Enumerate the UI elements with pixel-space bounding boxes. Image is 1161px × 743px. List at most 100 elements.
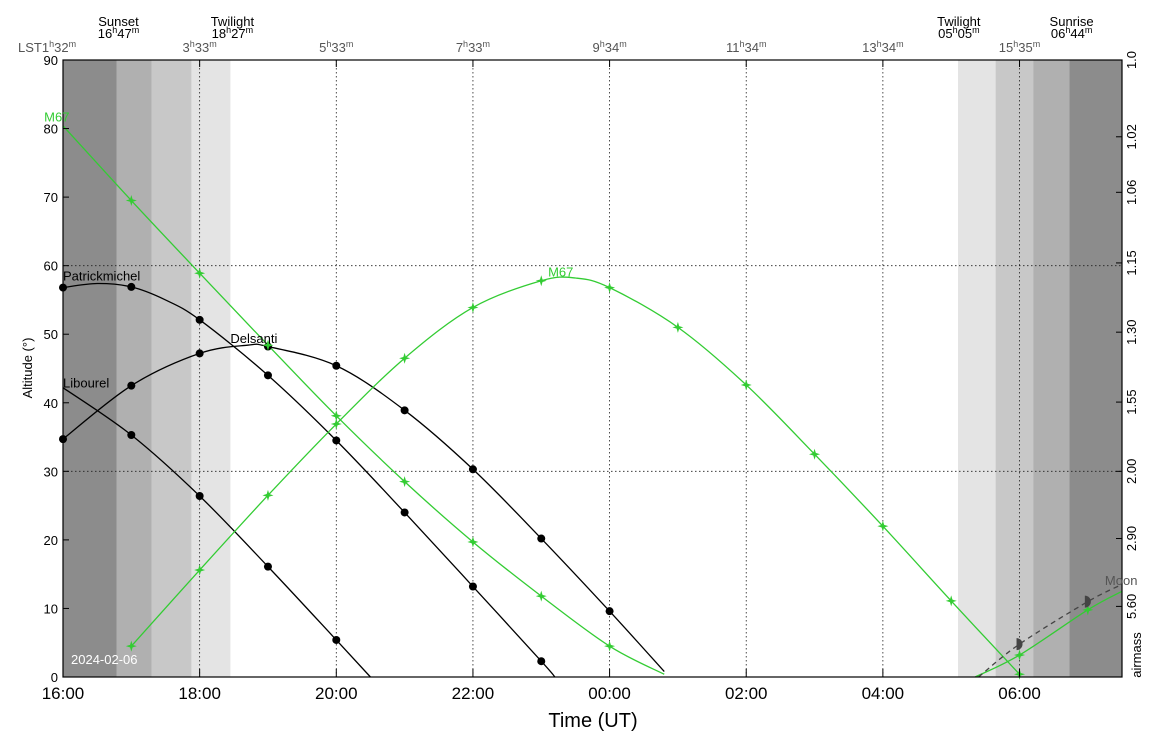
series-label: M67 bbox=[548, 265, 573, 280]
y-tick-label: 80 bbox=[44, 122, 58, 137]
data-point bbox=[194, 267, 206, 279]
data-point bbox=[537, 657, 546, 666]
airmass-tick-label: 2.90 bbox=[1124, 526, 1139, 551]
data-point bbox=[468, 582, 477, 591]
x-tick-label: 22:00 bbox=[452, 684, 495, 703]
data-point bbox=[330, 410, 342, 422]
airmass-tick-label: 2.00 bbox=[1124, 459, 1139, 484]
y-tick-label: 90 bbox=[44, 53, 58, 68]
x-tick-label: 18:00 bbox=[178, 684, 221, 703]
data-point bbox=[332, 635, 341, 644]
night-bands bbox=[63, 60, 1122, 677]
data-point bbox=[945, 595, 957, 607]
data-point bbox=[125, 640, 137, 652]
event-time: 06h44m bbox=[1051, 25, 1092, 41]
data-point bbox=[809, 448, 821, 460]
series-line bbox=[130, 276, 1020, 675]
data-point bbox=[877, 520, 889, 532]
night-band bbox=[151, 60, 192, 677]
x-axis-title: Time (UT) bbox=[548, 710, 637, 732]
data-point bbox=[740, 379, 752, 391]
series-line bbox=[974, 590, 1123, 678]
night-band bbox=[1069, 60, 1122, 677]
lst-prefix: LST bbox=[18, 40, 42, 55]
data-point bbox=[605, 607, 614, 616]
airmass-tick-label: 1.06 bbox=[1124, 180, 1139, 205]
data-point bbox=[195, 315, 204, 324]
y-axis-title: Altitude (°) bbox=[20, 338, 35, 399]
night-band bbox=[191, 60, 231, 677]
lst-tick-label: 7h33m bbox=[456, 39, 490, 55]
event-name: Sunset bbox=[98, 14, 139, 29]
plot-border bbox=[62, 59, 1123, 678]
event-time: 16h47m bbox=[98, 25, 139, 41]
lst-tick-label: 13h34m bbox=[862, 39, 903, 55]
data-point bbox=[332, 436, 341, 445]
y-tick-label: 40 bbox=[44, 396, 58, 411]
series-labels: Patrickmichel Delsanti Libourel M67 M67 Moon bbox=[44, 110, 1137, 588]
moon-point bbox=[1016, 638, 1023, 651]
event-time: 18h27m bbox=[212, 25, 253, 41]
x-tick-label: 04:00 bbox=[862, 684, 905, 703]
data-point bbox=[263, 562, 272, 571]
lst-tick-label: 15h35m bbox=[999, 39, 1040, 55]
data-point bbox=[537, 534, 546, 543]
data-point bbox=[125, 195, 137, 207]
x-tick-label: 06:00 bbox=[998, 684, 1041, 703]
y-tick-label: 50 bbox=[44, 327, 58, 342]
event-time: 05h05m bbox=[938, 25, 979, 41]
data-point bbox=[195, 349, 204, 358]
data-point bbox=[535, 590, 547, 602]
data-point bbox=[127, 282, 136, 291]
event-name: Twilight bbox=[937, 14, 981, 29]
axis-ticks: 16:00 18:00 20:00 22:00 00:00 02:00 04:00 06:00… bbox=[18, 14, 1139, 703]
data-point bbox=[604, 282, 616, 294]
series-label: Libourel bbox=[63, 376, 109, 391]
x-tick-label: 02:00 bbox=[725, 684, 768, 703]
data-point bbox=[604, 640, 616, 652]
night-band bbox=[958, 60, 996, 677]
airmass-tick-label: 1.55 bbox=[1124, 389, 1139, 414]
event-name: Twilight bbox=[211, 14, 255, 29]
lst-tick-label: 1h32m bbox=[42, 39, 76, 55]
airmass-axis-title: airmass bbox=[1129, 632, 1144, 678]
airmass-tick-label: 1.15 bbox=[1124, 250, 1139, 275]
data-point bbox=[1082, 604, 1094, 616]
data-point bbox=[195, 492, 204, 501]
airmass-tick-label: 1.30 bbox=[1124, 320, 1139, 345]
moon-point bbox=[1084, 595, 1091, 608]
lst-tick-label: 5h33m bbox=[319, 39, 353, 55]
data-point bbox=[194, 564, 206, 576]
airmass-tick-label: 1.02 bbox=[1124, 124, 1139, 149]
data-point bbox=[467, 301, 479, 313]
y-tick-label: 60 bbox=[44, 259, 58, 274]
data-point bbox=[672, 321, 684, 333]
data-point bbox=[127, 430, 136, 439]
data-point bbox=[262, 489, 274, 501]
data-point bbox=[127, 381, 136, 390]
night-band bbox=[63, 60, 117, 677]
y-tick-label: 10 bbox=[44, 601, 58, 616]
grid-lines bbox=[63, 60, 1122, 677]
data-point bbox=[330, 418, 342, 430]
series-label: Patrickmichel bbox=[63, 269, 140, 284]
data-point bbox=[1014, 649, 1026, 661]
lst-tick-label: 3h33m bbox=[183, 39, 217, 55]
night-band bbox=[995, 60, 1034, 677]
series-label: M67 bbox=[44, 110, 69, 125]
x-tick-label: 20:00 bbox=[315, 684, 358, 703]
series-line bbox=[978, 583, 1123, 678]
y-tick-label: 70 bbox=[44, 190, 58, 205]
data-point bbox=[400, 406, 409, 415]
date-label: 2024-02-06 bbox=[71, 652, 138, 667]
plot-frame bbox=[62, 59, 1123, 678]
lst-tick-label: 11h34m bbox=[726, 39, 766, 55]
data-point bbox=[535, 275, 547, 287]
series-line bbox=[62, 125, 665, 675]
airmass-tick-label: 1.0 bbox=[1124, 51, 1139, 69]
series-line bbox=[62, 343, 665, 672]
data-point bbox=[468, 465, 477, 474]
event-name: Sunrise bbox=[1050, 14, 1094, 29]
data-point bbox=[262, 339, 274, 351]
